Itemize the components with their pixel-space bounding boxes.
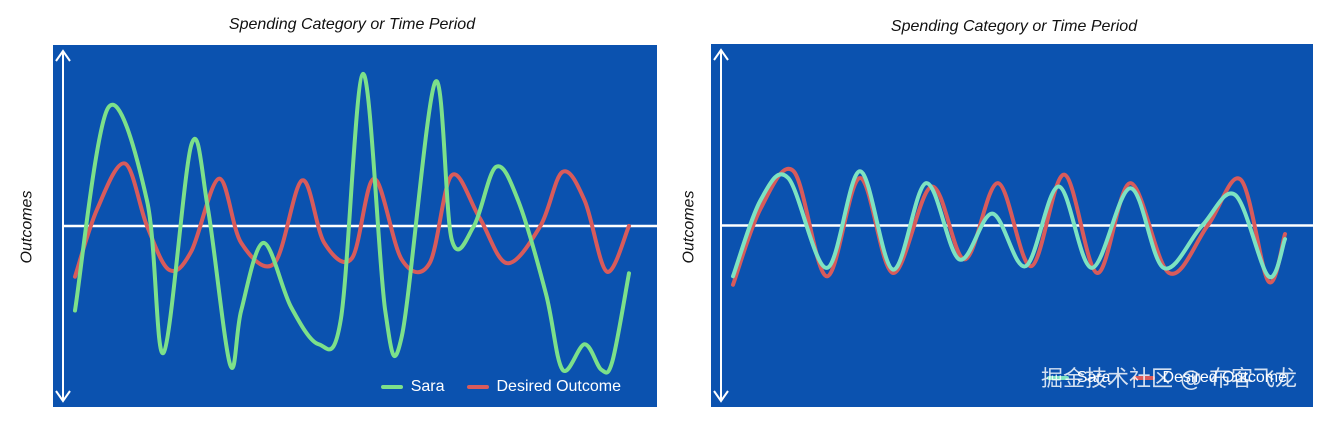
y-axis-arrow-top	[713, 48, 729, 61]
series-line-sara	[73, 71, 631, 375]
legend-swatch-sara	[1046, 376, 1069, 380]
series-line-desired-outcome	[731, 166, 1287, 287]
chart-title: Spending Category or Time Period	[890, 18, 1138, 35]
y-axis-label: Outcomes	[680, 190, 698, 264]
plot-svg	[713, 48, 1313, 403]
series-line-desired-outcome	[73, 161, 631, 279]
legend-item-desired-outcome: Desired Outcome	[466, 378, 622, 396]
chart-right: Spending Category or Time Period Outcome…	[662, 0, 1324, 421]
y-axis-arrow-bottom	[55, 390, 71, 403]
chart-left: Spending Category or Time Period Outcome…	[18, 16, 657, 407]
y-axis-arrow-top	[55, 49, 71, 62]
legend-swatch-sara	[380, 385, 403, 389]
legend-item-desired-outcome: Desired Outcome	[1132, 369, 1288, 387]
plot-area: Sara Desired Outcome 掘金技术社区 @ 布客飞龙	[711, 44, 1313, 407]
legend-item-sara: Sara	[1046, 369, 1111, 387]
legend-label: Sara	[410, 378, 445, 395]
legend-item-sara: Sara	[380, 378, 445, 396]
legend-swatch-desired-outcome	[1132, 376, 1155, 380]
legend-swatch-desired-outcome	[466, 385, 489, 389]
chart-title: Spending Category or Time Period	[228, 16, 476, 33]
legend-label: Sara	[1076, 369, 1111, 386]
plot-svg	[55, 49, 657, 403]
y-axis-arrow-bottom	[713, 390, 729, 403]
legend: Sara Desired Outcome	[1046, 369, 1288, 387]
legend-label: Desired Outcome	[496, 378, 622, 395]
legend-label: Desired Outcome	[1162, 369, 1288, 386]
plot-area: Sara Desired Outcome	[53, 45, 657, 407]
watermark: 掘金技术社区 @ 布客飞龙	[1041, 367, 1297, 392]
legend: Sara Desired Outcome	[380, 378, 622, 396]
y-axis-label: Outcomes	[18, 190, 36, 264]
series-line-sara	[731, 169, 1287, 280]
